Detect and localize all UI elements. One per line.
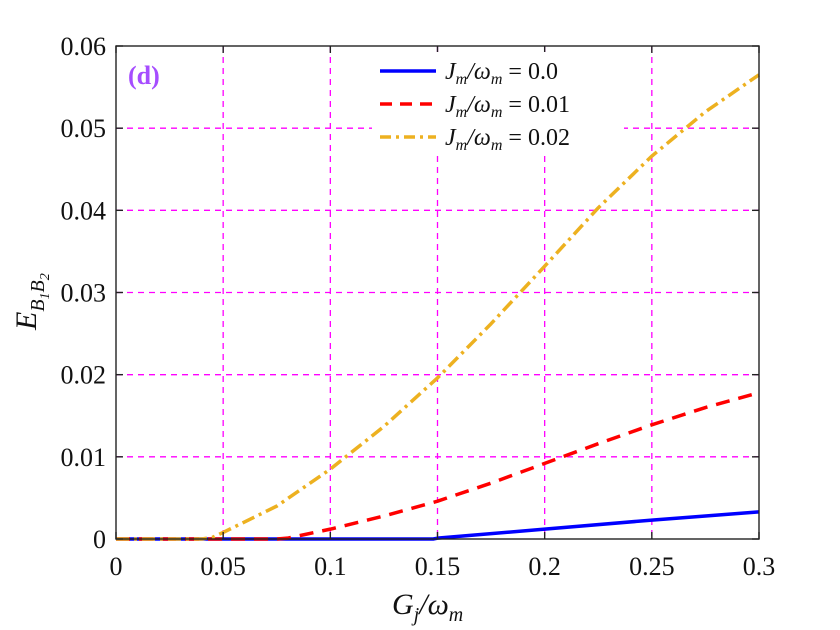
svg-text:EB1B2: EB1B2 bbox=[10, 273, 53, 331]
series-line-1 bbox=[116, 391, 760, 541]
panel-label: (d) bbox=[128, 61, 160, 90]
y-tick-label: 0.01 bbox=[61, 443, 107, 472]
y-tick-label: 0.04 bbox=[61, 196, 107, 225]
x-axis-label: Gj/ωm bbox=[392, 588, 463, 626]
y-axis-label: EB1B2 bbox=[10, 273, 53, 331]
legend-label-series-2: Jm/ωm = 0.02 bbox=[445, 125, 570, 154]
series-line-2 bbox=[116, 73, 760, 541]
x-tick-label: 0 bbox=[110, 552, 123, 581]
x-tick-label: 0.25 bbox=[629, 552, 675, 581]
x-tick-label: 0.15 bbox=[415, 552, 461, 581]
ticks: 0 0.05 0.1 0.15 0.2 0.25 0.3 0 0.01 0.02 0.03 0.04 0… bbox=[61, 32, 776, 581]
y-tick-label: 0.05 bbox=[61, 114, 107, 143]
y-tick-label: 0.03 bbox=[61, 279, 107, 308]
x-tick-label: 0.3 bbox=[743, 552, 776, 581]
x-tick-label: 0.05 bbox=[200, 552, 246, 581]
legend: Jm/ωm = 0.0 Jm/ωm = 0.01 Jm/ωm = 0.02 bbox=[372, 52, 624, 156]
x-tick-label: 0.1 bbox=[314, 552, 347, 581]
y-tick-label: 0.02 bbox=[61, 361, 107, 390]
y-tick-label: 0.06 bbox=[61, 32, 107, 61]
x-tick-label: 0.2 bbox=[528, 552, 561, 581]
y-tick-label: 0 bbox=[93, 525, 106, 554]
